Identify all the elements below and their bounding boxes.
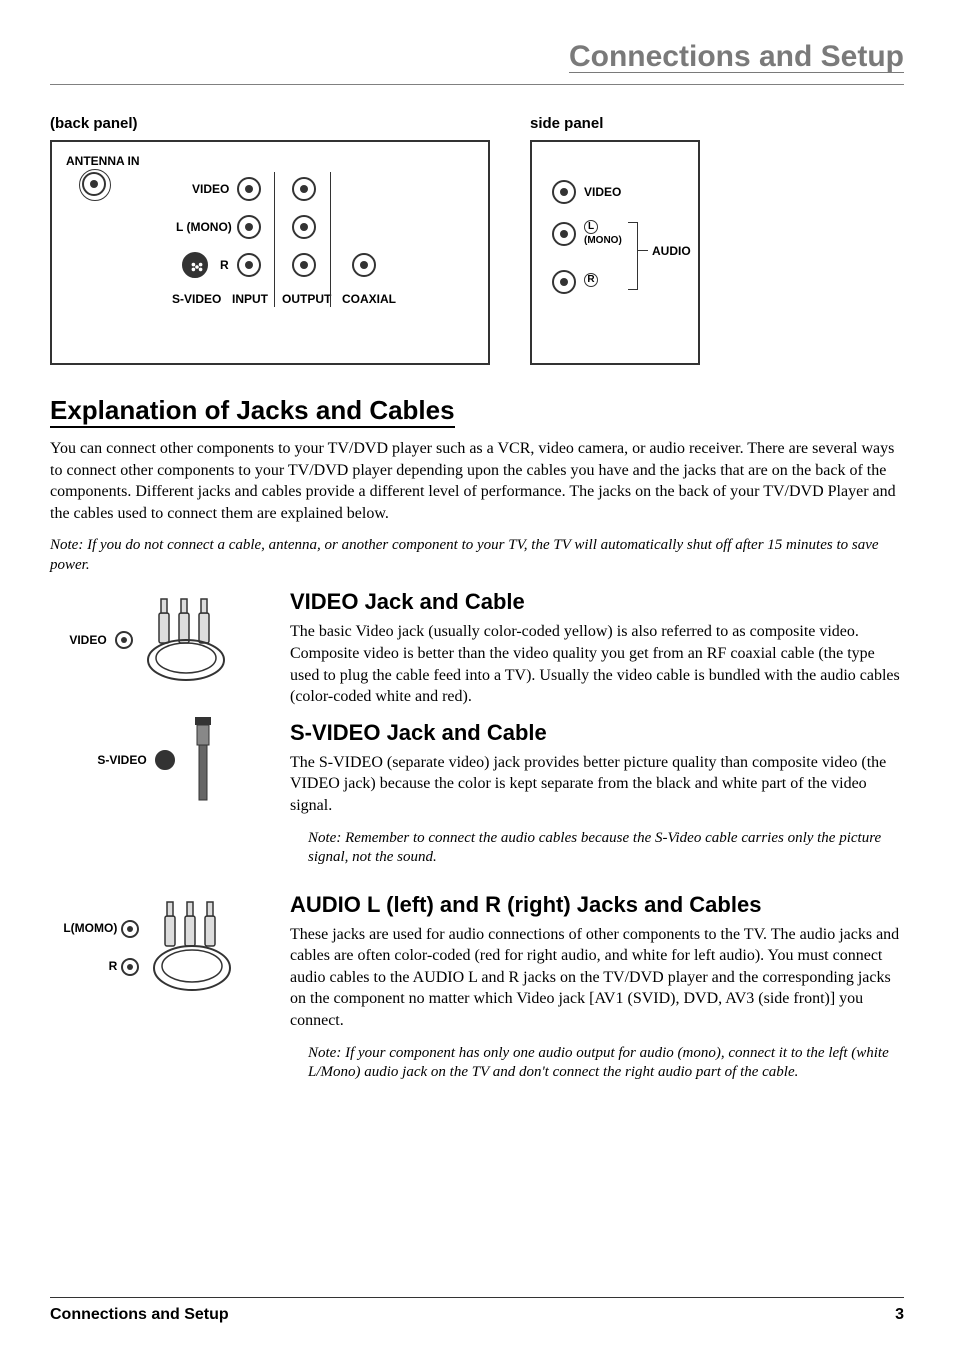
intro-paragraph: You can connect other components to your… — [50, 438, 904, 524]
video-body: The basic Video jack (usually color-code… — [290, 621, 904, 707]
svideo-jack-back-icon — [182, 252, 208, 278]
text-col-2: AUDIO L (left) and R (right) Jacks and C… — [290, 892, 904, 1097]
label-video-back: VIDEO — [192, 182, 229, 196]
lmono-output-jack-icon — [292, 215, 316, 239]
svideo-cable-icon — [183, 715, 223, 805]
label-audio-side: AUDIO — [652, 244, 691, 258]
label-output: OUTPUT — [282, 292, 331, 306]
audio-note: Note: If your component has only one aud… — [308, 1044, 904, 1083]
divider-line-2 — [330, 172, 331, 307]
mini-svideo-jack-icon — [155, 750, 175, 770]
side-l-jack-icon — [552, 222, 576, 246]
label-lmono-back: L (MONO) — [176, 220, 232, 234]
label-r-side: R — [584, 273, 598, 287]
label-coaxial: COAXIAL — [342, 292, 396, 306]
audio-cable-bundle-icon — [147, 898, 257, 998]
audio-illus-labels: L(MOMO) R — [63, 920, 138, 976]
label-antenna-in: ANTENNA IN — [66, 154, 140, 168]
audio-title: AUDIO L (left) and R (right) Jacks and C… — [290, 892, 904, 918]
r-output-jack-icon — [292, 253, 316, 277]
antenna-jack-icon — [82, 172, 106, 196]
label-input: INPUT — [232, 292, 268, 306]
svideo-illustration: S-VIDEO — [97, 715, 222, 805]
side-video-jack-icon — [552, 180, 576, 204]
audio-bracket — [628, 222, 638, 290]
footer-page-number: 3 — [895, 1306, 904, 1324]
back-panel-wrap: (back panel) ANTENNA IN VIDEO L (MONO) R… — [50, 115, 490, 365]
back-panel-caption: (back panel) — [50, 115, 490, 132]
side-panel-wrap: side panel VIDEO L (MONO) R AUDIO — [530, 115, 700, 365]
intro-note: Note: If you do not connect a cable, ant… — [50, 536, 904, 575]
r-input-jack-icon — [237, 253, 261, 277]
footer-left: Connections and Setup — [50, 1306, 229, 1324]
illus-label-svideo: S-VIDEO — [97, 753, 146, 767]
rca-cable-bundle-icon — [141, 595, 251, 685]
mini-video-jack-icon — [115, 631, 133, 649]
divider-line-1 — [274, 172, 275, 307]
mini-l-jack-icon — [121, 920, 139, 938]
video-output-jack-icon — [292, 177, 316, 201]
illus-label-r: R — [109, 959, 118, 973]
illus-label-video: VIDEO — [69, 633, 106, 647]
video-title: VIDEO Jack and Cable — [290, 589, 904, 615]
audio-row: L(MOMO) R AUDIO L (left) and R (righ — [50, 892, 904, 1097]
audio-illustration: L(MOMO) R — [63, 898, 256, 998]
side-panel-diagram: VIDEO L (MONO) R AUDIO — [530, 140, 700, 365]
video-input-jack-icon — [237, 177, 261, 201]
panels-row: (back panel) ANTENNA IN VIDEO L (MONO) R… — [50, 115, 904, 365]
text-col-1: VIDEO Jack and Cable The basic Video jac… — [290, 589, 904, 881]
mini-r-jack-icon — [121, 958, 139, 976]
svideo-note: Note: Remember to connect the audio cabl… — [308, 829, 904, 868]
illus-col-1: VIDEO S-VIDEO — [50, 589, 270, 881]
side-panel-caption: side panel — [530, 115, 700, 132]
label-video-side: VIDEO — [584, 185, 621, 199]
video-illustration: VIDEO — [69, 595, 250, 685]
label-r-back: R — [220, 258, 229, 272]
illus-col-2: L(MOMO) R — [50, 892, 270, 1097]
audio-body: These jacks are used for audio connectio… — [290, 924, 904, 1032]
coaxial-jack-icon — [352, 253, 376, 277]
page-footer: Connections and Setup 3 — [50, 1297, 904, 1324]
video-svideo-row: VIDEO S-VIDEO VIDEO Jack and Ca — [50, 589, 904, 881]
back-panel-diagram: ANTENNA IN VIDEO L (MONO) R S-VIDEO INPU… — [50, 140, 490, 365]
audio-bracket-tick — [638, 250, 648, 251]
illus-label-lmomo: L(MOMO) — [63, 921, 117, 935]
lmono-input-jack-icon — [237, 215, 261, 239]
side-r-jack-icon — [552, 270, 576, 294]
label-svideo-back: S-VIDEO — [172, 292, 221, 306]
label-mono-side: (MONO) — [584, 235, 622, 246]
svideo-body: The S-VIDEO (separate video) jack provid… — [290, 752, 904, 817]
page-header-title: Connections and Setup — [50, 40, 904, 85]
section-title: Explanation of Jacks and Cables — [50, 395, 455, 428]
svideo-title: S-VIDEO Jack and Cable — [290, 720, 904, 746]
label-l-side: L — [584, 220, 598, 234]
